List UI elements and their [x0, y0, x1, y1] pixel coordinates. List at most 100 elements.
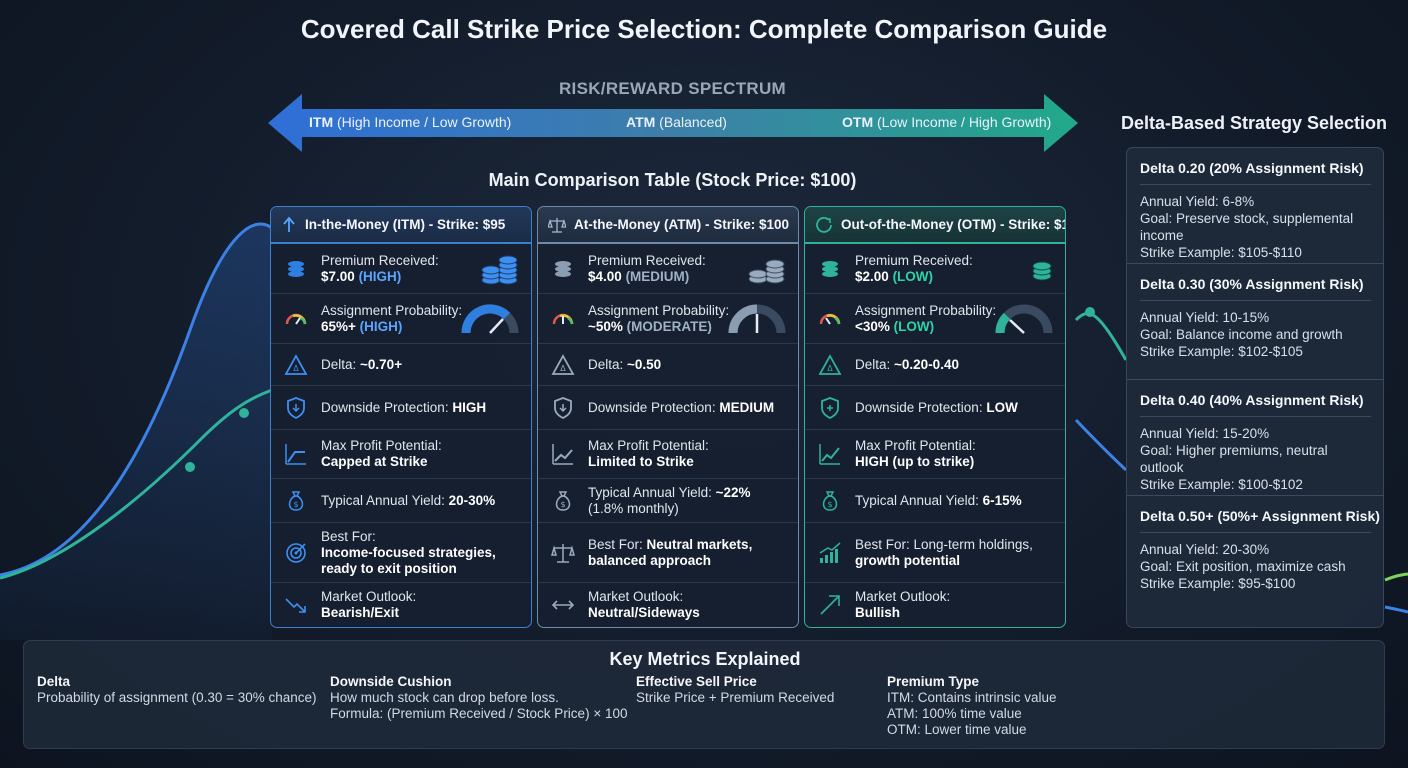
itm-yield-row: $ Typical Annual Yield: 20-30%	[271, 479, 531, 523]
atm-yield-row: $ Typical Annual Yield: ~22% (1.8% monthl…	[538, 479, 798, 523]
delta-icon: Δ	[551, 353, 575, 375]
metric-effective-sell-price: Effective Sell Price Strike Price + Prem…	[636, 674, 835, 705]
delta-strategy-heading: Delta 0.20 (20% Assignment Risk)	[1140, 160, 1371, 185]
shield-icon	[821, 396, 839, 419]
otm-protection-row: Downside Protection: LOW	[805, 386, 1065, 430]
spectrum-atm-label: ATM (Balanced)	[626, 114, 727, 130]
itm-column: In-the-Money (ITM) - Strike: $95 Premium…	[270, 206, 532, 628]
delta-strategy-heading: Delta 0.40 (40% Assignment Risk)	[1140, 392, 1371, 417]
atm-protection-row: Downside Protection: MEDIUM	[538, 386, 798, 430]
delta-strategy-item: Delta 0.30 (30% Assignment Risk) Annual …	[1127, 264, 1383, 380]
svg-text:$: $	[827, 500, 832, 509]
assignment-gauge-moderate	[728, 304, 786, 333]
delta-strategy-strike: Strike Example: $102-$105	[1140, 344, 1303, 359]
svg-text:$: $	[560, 500, 565, 509]
money-bag-icon: $	[822, 490, 838, 511]
shield-icon	[287, 396, 305, 419]
gauge-icon	[819, 313, 841, 325]
growth-chart-icon	[819, 444, 840, 465]
key-metrics-panel: Key Metrics Explained Delta Probability …	[23, 640, 1385, 749]
otm-premium-row: Premium Received: $2.00 (LOW)	[805, 244, 1065, 294]
itm-premium-row: Premium Received: $7.00 (HIGH)	[271, 244, 531, 294]
balance-scale-icon	[548, 217, 566, 233]
spectrum-otm-label: OTM (Low Income / High Growth)	[842, 114, 1052, 130]
itm-outlook-row: Market Outlook: Bearish/Exit	[271, 583, 531, 626]
otm-delta-row: Δ Delta: ~0.20-0.40	[805, 344, 1065, 386]
delta-icon: Δ	[284, 353, 308, 375]
coin-stack-high-icon	[481, 255, 518, 284]
spectrum-arrow	[268, 94, 1078, 152]
delta-strategy-heading: Delta 0.50+ (50%+ Assignment Risk)	[1140, 508, 1380, 533]
delta-strategy-title: Delta-Based Strategy Selection	[1120, 113, 1388, 133]
metric-downside-cushion: Downside Cushion How much stock can drop…	[330, 674, 628, 721]
key-metrics-title: Key Metrics Explained	[609, 649, 801, 669]
delta-strategy-strike: Strike Example: $95-$100	[1140, 576, 1296, 591]
gauge-icon	[552, 313, 574, 324]
arrow-up-icon	[283, 216, 295, 232]
target-icon	[286, 542, 306, 563]
capped-chart-icon	[285, 444, 306, 465]
delta-icon: Δ	[818, 353, 842, 375]
delta-strategy-yield: Annual Yield: 15-20%	[1140, 426, 1270, 441]
money-bag-icon: $	[288, 490, 304, 511]
assignment-gauge-high	[461, 303, 519, 334]
delta-strategy-goal: Goal: Balance income and growth	[1140, 327, 1343, 342]
balance-scale-icon	[551, 543, 575, 563]
otm-column: Out-of-the-Money (OTM) - Strike: $105 Pr…	[804, 206, 1066, 628]
limited-chart-icon	[552, 444, 573, 465]
otm-yield-row: $ Typical Annual Yield: 6-15%	[805, 479, 1065, 523]
atm-maxprofit-row: Max Profit Potential: Limited to Strike	[538, 430, 798, 479]
atm-assignment-row: Assignment Probability: ~50% (MODERATE)	[538, 294, 798, 344]
atm-outlook-row: Market Outlook: Neutral/Sideways	[538, 583, 798, 626]
otm-column-header: Out-of-the-Money (OTM) - Strike: $105	[805, 207, 1065, 244]
itm-column-header: In-the-Money (ITM) - Strike: $95	[271, 207, 531, 244]
atm-delta-row: Δ Delta: ~0.50	[538, 344, 798, 386]
delta-strategy-goal: Goal: Preserve stock, supplemental incom…	[1140, 211, 1354, 243]
delta-strategy-item: Delta 0.20 (20% Assignment Risk) Annual …	[1127, 148, 1383, 264]
delta-strategy-strike: Strike Example: $100-$102	[1140, 477, 1303, 492]
sideways-arrows-icon	[551, 599, 575, 610]
itm-delta-row: Δ Delta: ~0.70+	[271, 344, 531, 386]
delta-strategy-yield: Annual Yield: 10-15%	[1140, 310, 1270, 325]
spectrum-title: RISK/REWARD SPECTRUM	[558, 79, 786, 98]
comparison-table-title: Main Comparison Table (Stock Price: $100…	[488, 170, 857, 190]
coins-icon	[822, 260, 838, 277]
bar-growth-icon	[819, 541, 841, 563]
green-curve	[0, 388, 273, 580]
otm-bestfor-row: Best For: Long-term holdings, growth pote…	[805, 523, 1065, 583]
trend-down-icon	[285, 597, 306, 613]
delta-strategy-goal: Goal: Exit position, maximize cash	[1140, 559, 1346, 574]
delta-strategy-heading: Delta 0.30 (30% Assignment Risk)	[1140, 276, 1371, 301]
delta-strategy-goal: Goal: Higher premiums, neutral outlook	[1140, 443, 1328, 475]
svg-text:$: $	[293, 500, 298, 509]
atm-premium-row: Premium Received: $4.00 (MEDIUM)	[538, 244, 798, 294]
delta-strategy-item: Delta 0.50+ (50%+ Assignment Risk) Annua…	[1127, 496, 1383, 612]
otm-assignment-row: Assignment Probability: <30% (LOW)	[805, 294, 1065, 344]
itm-bestfor-row: Best For: Income-focused strategies, read…	[271, 523, 531, 583]
delta-strategy-yield: Annual Yield: 6-8%	[1140, 194, 1255, 209]
delta-strategy-strike: Strike Example: $105-$110	[1140, 245, 1302, 260]
svg-text:Δ: Δ	[827, 364, 833, 373]
coin-stack-low-icon	[1032, 261, 1052, 280]
otm-outlook-row: Market Outlook: Bullish	[805, 583, 1065, 626]
otm-maxprofit-row: Max Profit Potential: HIGH (up to strike)	[805, 430, 1065, 479]
spectrum-itm-label: ITM (High Income / Low Growth)	[309, 114, 512, 130]
svg-text:Δ: Δ	[293, 364, 299, 373]
shield-icon	[554, 396, 572, 419]
page-title: Covered Call Strike Price Selection: Com…	[300, 14, 1108, 44]
metric-premium-type: Premium Type ITM: Contains intrinsic val…	[887, 674, 1057, 737]
delta-strategy-yield: Annual Yield: 20-30%	[1140, 542, 1270, 557]
atm-bestfor-row: Best For: Neutral markets, balanced appr…	[538, 523, 798, 583]
coin-stack-medium-icon	[748, 259, 785, 283]
trend-up-icon	[820, 594, 840, 615]
coins-icon	[555, 260, 571, 277]
gauge-icon	[285, 313, 307, 325]
itm-assignment-row: Assignment Probability: 65%+ (HIGH)	[271, 294, 531, 344]
svg-text:Δ: Δ	[560, 364, 566, 373]
circular-arrow-icon	[816, 216, 832, 233]
money-bag-icon: $	[555, 490, 571, 511]
assignment-gauge-low	[995, 304, 1053, 334]
itm-maxprofit-row: Max Profit Potential: Capped at Strike	[271, 430, 531, 479]
atm-column-header: At-the-Money (ATM) - Strike: $100	[538, 207, 798, 244]
